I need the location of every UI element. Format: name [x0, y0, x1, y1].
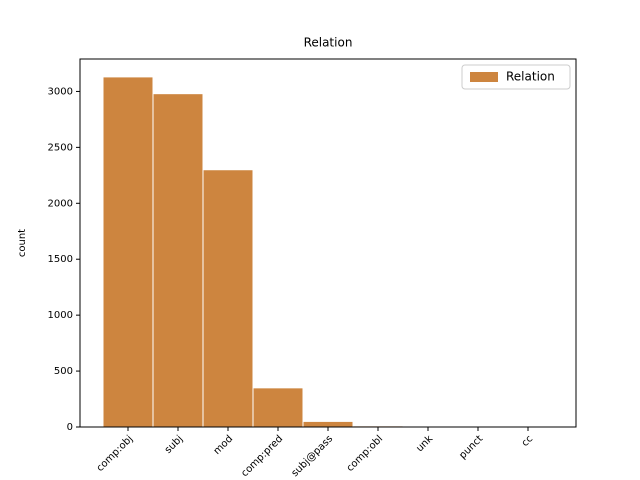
- y-tick-label: 3000: [48, 86, 73, 97]
- x-tick-label: cc: [520, 433, 536, 449]
- legend-swatch: [470, 72, 498, 82]
- plot-frame: [79, 58, 577, 428]
- x-tick-label: punct: [457, 433, 485, 461]
- y-tick-label: 2000: [48, 198, 73, 209]
- x-tick-label: mod: [212, 433, 235, 456]
- x-tick-label: subj@pass: [290, 433, 336, 479]
- y-tick-label: 500: [54, 366, 73, 377]
- bar: [202, 169, 254, 428]
- x-tick-label: unk: [414, 433, 435, 454]
- chart-title: Relation: [304, 36, 353, 50]
- y-tick-label: 0: [67, 422, 73, 433]
- x-tick-label: comp:pred: [239, 433, 285, 479]
- legend-box: [461, 64, 571, 90]
- x-tick-label: comp:obl: [345, 433, 386, 474]
- bar: [252, 387, 304, 428]
- x-tick-label: subj: [163, 433, 185, 455]
- y-tick-label: 1500: [48, 254, 73, 265]
- y-axis-label: count: [17, 229, 28, 257]
- y-tick-label: 2500: [48, 142, 73, 153]
- x-tick-label: comp:obj: [95, 433, 136, 474]
- bar: [302, 420, 354, 428]
- y-tick-label: 1000: [48, 310, 73, 321]
- bar: [152, 93, 204, 428]
- bar: [102, 76, 154, 428]
- legend-label: Relation: [506, 70, 555, 84]
